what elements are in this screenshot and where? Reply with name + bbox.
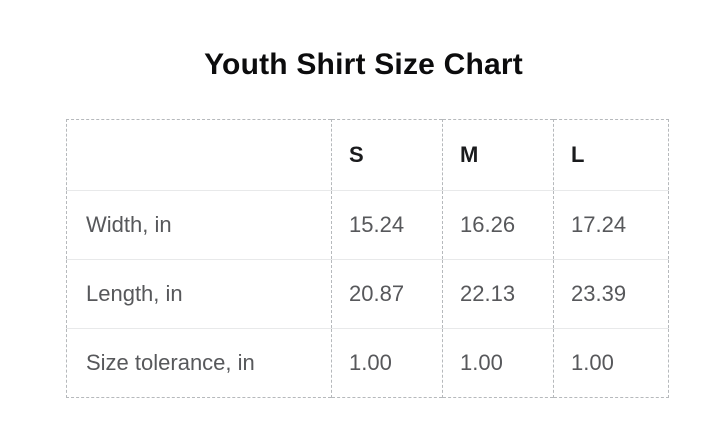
cell-tolerance-l: 1.00: [553, 328, 669, 398]
header-cell-s: S: [331, 119, 443, 191]
table-body: Width, in 15.24 16.26 17.24 Length, in 2…: [66, 190, 669, 398]
header-row: S M L: [67, 119, 669, 191]
table-header: S M L: [67, 119, 669, 191]
size-chart-table: S M L Width, in 15.24 16.26 17.24 Length…: [66, 119, 669, 398]
header-cell-m: M: [442, 119, 554, 191]
table-row-size-tolerance: Size tolerance, in 1.00 1.00 1.00: [66, 328, 669, 398]
cell-width-s: 15.24: [331, 190, 443, 260]
row-label-length: Length, in: [66, 259, 332, 329]
cell-width-l: 17.24: [553, 190, 669, 260]
cell-width-m: 16.26: [442, 190, 554, 260]
row-label-size-tolerance: Size tolerance, in: [66, 328, 332, 398]
header-cell-empty: [67, 120, 332, 191]
table-row-length: Length, in 20.87 22.13 23.39: [66, 259, 669, 329]
table-row-width: Width, in 15.24 16.26 17.24: [66, 190, 669, 260]
row-label-width: Width, in: [66, 190, 332, 260]
cell-length-s: 20.87: [331, 259, 443, 329]
cell-tolerance-s: 1.00: [331, 328, 443, 398]
page-title: Youth Shirt Size Chart: [204, 48, 523, 81]
cell-tolerance-m: 1.00: [442, 328, 554, 398]
header-cell-l: L: [553, 119, 669, 191]
cell-length-l: 23.39: [553, 259, 669, 329]
cell-length-m: 22.13: [442, 259, 554, 329]
